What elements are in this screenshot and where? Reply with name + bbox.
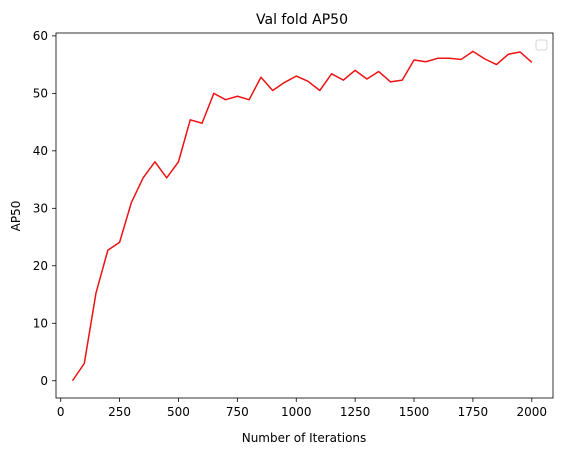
x-tick-label: 500 (167, 405, 190, 419)
x-tick-label: 1750 (458, 405, 489, 419)
x-axis: 0 250 500 750 1000 1250 1500 1750 2000 (57, 398, 547, 419)
y-axis: 0 10 20 30 40 50 60 (33, 29, 56, 388)
x-tick-label: 1000 (281, 405, 312, 419)
x-tick-label: 2000 (517, 405, 548, 419)
plot-area (55, 32, 554, 399)
y-tick-label: 10 (33, 316, 48, 330)
x-tick-label: 250 (108, 405, 131, 419)
y-axis-label: AP50 (9, 201, 23, 232)
y-tick-label: 0 (40, 374, 48, 388)
series-line (71, 50, 533, 382)
x-tick-label: 750 (226, 405, 249, 419)
x-axis-label: Number of Iterations (242, 431, 367, 445)
x-tick-label: 0 (57, 405, 65, 419)
legend-box (535, 39, 548, 51)
x-tick-label: 1250 (340, 405, 371, 419)
y-tick-label: 50 (33, 86, 48, 100)
y-tick-label: 60 (33, 29, 48, 43)
y-tick-label: 40 (33, 144, 48, 158)
y-tick-label: 30 (33, 201, 48, 215)
x-tick-label: 1500 (399, 405, 430, 419)
chart-title: Val fold AP50 (256, 12, 348, 28)
y-tick-label: 20 (33, 259, 48, 273)
